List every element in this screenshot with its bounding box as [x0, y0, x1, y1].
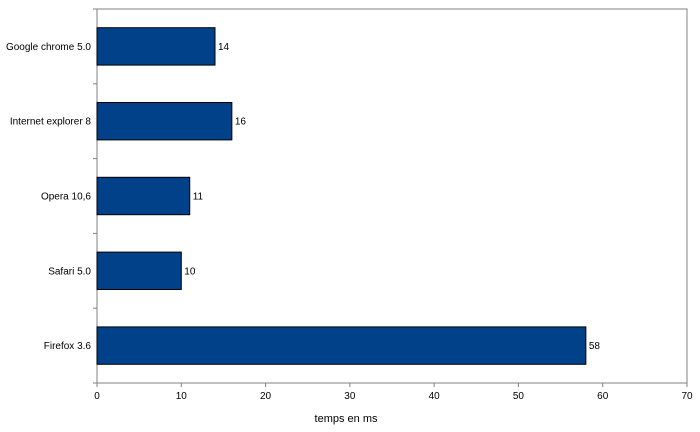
x-tick-label: 20	[260, 391, 272, 402]
category-label: Opera 10,6	[41, 192, 91, 203]
data-label: 16	[235, 117, 247, 128]
x-tick-label: 30	[344, 391, 356, 402]
plot-area	[96, 8, 688, 384]
bar	[96, 27, 216, 66]
x-tick-label: 60	[597, 391, 609, 402]
y-axis-ticks	[93, 8, 97, 384]
data-label: 14	[218, 42, 230, 53]
data-label: 11	[193, 192, 204, 203]
bar	[96, 102, 233, 141]
category-label: Safari 5.0	[48, 266, 91, 277]
category-labels: Google chrome 5.0 Internet explorer 8 Oper…	[6, 42, 91, 352]
x-axis-ticks: 0 10 20 30 40 50 60 70	[94, 383, 693, 402]
data-label: 58	[589, 341, 601, 352]
category-label: Internet explorer 8	[10, 117, 92, 128]
data-label: 10	[184, 266, 196, 277]
x-tick-label: 0	[94, 391, 100, 402]
x-axis-title: temps en ms	[315, 413, 378, 425]
x-tick-label: 40	[429, 391, 441, 402]
bars-group	[96, 27, 587, 365]
category-label: Firefox 3.6	[44, 341, 92, 352]
x-tick-label: 50	[513, 391, 525, 402]
category-label: Google chrome 5.0	[6, 42, 91, 53]
bar	[96, 176, 191, 216]
x-tick-label: 70	[681, 391, 693, 402]
x-tick-label: 10	[176, 391, 188, 402]
data-labels: 14 16 11 10 58	[184, 42, 600, 352]
bar	[96, 251, 182, 291]
bar	[96, 326, 587, 365]
